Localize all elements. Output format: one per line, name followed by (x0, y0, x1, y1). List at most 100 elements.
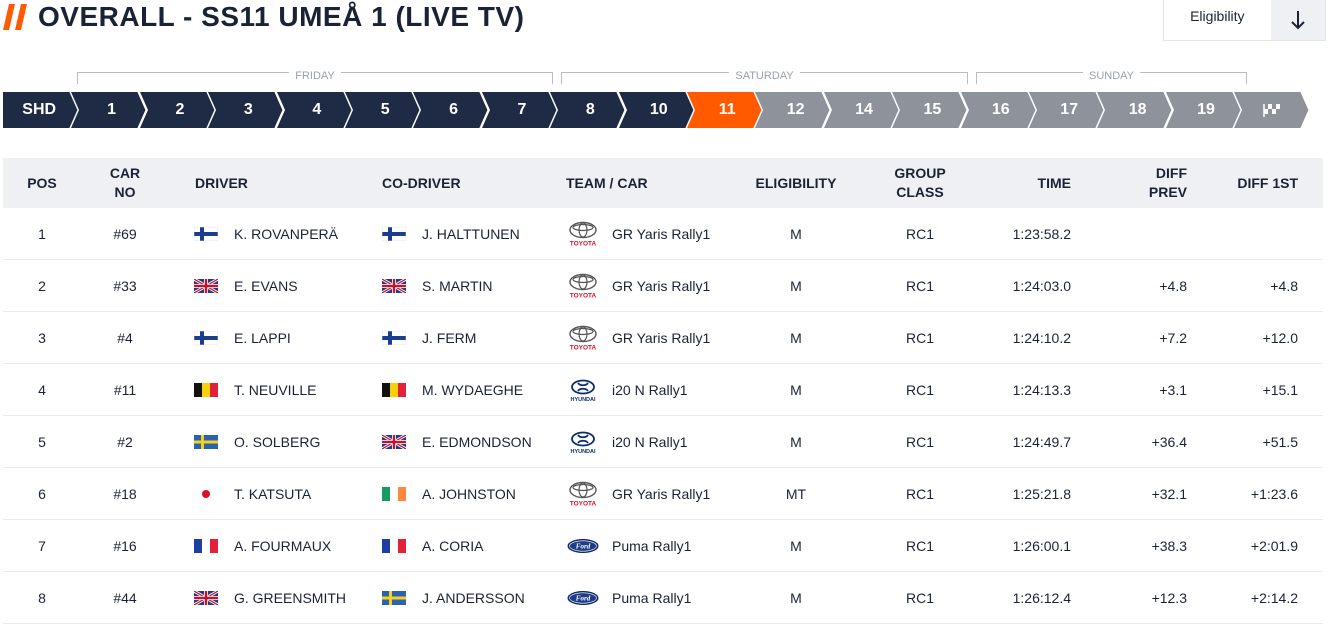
stage-tab[interactable]: 4 (276, 92, 353, 128)
stage-tab[interactable]: 14 (823, 92, 900, 128)
svg-text:TOYOTA: TOYOTA (570, 345, 597, 352)
co-driver-name[interactable]: J. FERM (422, 330, 477, 346)
driver-name[interactable]: T. KATSUTA (234, 486, 312, 502)
co-driver-name[interactable]: M. WYDAEGHE (422, 382, 524, 398)
stage-tab[interactable]: SHD (3, 92, 79, 128)
pos-cell: 8 (38, 590, 46, 606)
driver-cell[interactable]: E. LAPPI (194, 312, 374, 364)
stage-label: 15 (923, 101, 942, 118)
stage-label: 14 (855, 101, 873, 118)
co-driver-cell[interactable]: M. WYDAEGHE (382, 364, 562, 416)
team-car-cell: TOYOTA GR Yaris Rally1 (566, 468, 746, 520)
co-driver-name[interactable]: J. ANDERSSON (422, 590, 525, 606)
col-diff-prev: DIFF PREV (1148, 165, 1187, 200)
table-row[interactable]: 8 #44 G. GREENSMITH J. ANDERSSON Ford Puma … (3, 572, 1323, 624)
driver-cell[interactable]: K. ROVANPERÄ (194, 208, 374, 260)
toyota-logo-icon: TOYOTA (569, 325, 597, 352)
table-row[interactable]: 4 #11 T. NEUVILLE M. WYDAEGHE HYUNDAI i20 N… (3, 364, 1323, 416)
table-row[interactable]: 1 #69 K. ROVANPERÄ J. HALTTUNEN TOYOTA GR Y… (3, 208, 1323, 260)
stage-tab[interactable]: 6 (413, 92, 489, 128)
checkered-flag-icon (1263, 104, 1281, 117)
driver-name[interactable]: A. FOURMAUX (234, 538, 332, 554)
belgium-flag-icon (382, 383, 406, 397)
co-driver-name[interactable]: J. HALTTUNEN (422, 226, 520, 242)
co-driver-name[interactable]: A. CORIA (422, 538, 484, 554)
stage-finish[interactable] (1234, 92, 1310, 128)
eligibility-cell: M (790, 590, 802, 606)
co-driver-cell[interactable]: A. JOHNSTON (382, 468, 562, 520)
time-cell: 1:23:58.2 (1012, 226, 1071, 242)
stage-tab[interactable]: 16 (960, 92, 1037, 128)
finland-flag-icon (194, 331, 218, 345)
table-row[interactable]: 2 #33 E. EVANS S. MARTIN TOYOTA GR Yaris Ra… (3, 260, 1323, 312)
driver-cell[interactable]: E. EVANS (194, 260, 374, 312)
table-row[interactable]: 7 #16 A. FOURMAUX A. CORIA Ford Puma Rally1… (3, 520, 1323, 572)
ford-logo-icon: Ford (567, 539, 599, 553)
co-driver-cell[interactable]: S. MARTIN (382, 260, 562, 312)
driver-cell[interactable]: T. KATSUTA (194, 468, 374, 520)
team-car-cell: Ford Puma Rally1 (566, 572, 746, 624)
driver-name[interactable]: E. LAPPI (234, 330, 291, 346)
page-header: OVERALL - SS11 UMEÅ 1 (LIVE TV) Eligibil… (0, 0, 1338, 42)
time-cell: 1:24:49.7 (1012, 434, 1071, 450)
stage-tab[interactable]: 3 (208, 92, 284, 128)
driver-name[interactable]: O. SOLBERG (234, 434, 321, 450)
stage-tab[interactable]: 1 (71, 92, 147, 128)
col-group-class: GROUP CLASS (894, 165, 946, 200)
driver-cell[interactable]: G. GREENSMITH (194, 572, 374, 624)
co-driver-cell[interactable]: J. ANDERSSON (382, 572, 562, 624)
day-label: FRIDAY (289, 70, 341, 82)
driver-name[interactable]: G. GREENSMITH (234, 590, 347, 606)
co-driver-name[interactable]: S. MARTIN (422, 278, 493, 294)
stage-tab[interactable]: 18 (1097, 92, 1173, 128)
driver-name[interactable]: K. ROVANPERÄ (234, 226, 338, 242)
car-no-cell: #44 (113, 590, 137, 606)
diff-1st-cell (1203, 208, 1298, 260)
day-label: SUNDAY (1082, 70, 1141, 82)
uk-flag-icon (194, 279, 218, 293)
co-driver-name[interactable]: A. JOHNSTON (422, 486, 516, 502)
car-model: i20 N Rally1 (612, 434, 688, 450)
col-co-driver: CO-DRIVER (382, 174, 461, 191)
uk-flag-icon (382, 435, 406, 449)
co-driver-cell[interactable]: J. FERM (382, 312, 562, 364)
eligibility-cell: M (790, 538, 802, 554)
stage-tab[interactable]: 19 (1165, 92, 1242, 128)
co-driver-name[interactable]: E. EDMONDSON (422, 434, 532, 450)
driver-cell[interactable]: T. NEUVILLE (194, 364, 374, 416)
col-time: TIME (1037, 174, 1071, 191)
eligibility-filter[interactable]: Eligibility (1163, 0, 1326, 41)
stage-tab[interactable]: 12 (755, 92, 831, 128)
belgium-flag-icon (194, 383, 218, 397)
diff-prev-cell: +38.3 (1151, 538, 1187, 554)
driver-name[interactable]: E. EVANS (234, 278, 298, 294)
co-driver-cell[interactable]: E. EDMONDSON (382, 416, 562, 468)
stage-tab[interactable]: 5 (345, 92, 421, 128)
co-driver-cell[interactable]: A. CORIA (382, 520, 562, 572)
col-driver: DRIVER (195, 174, 248, 191)
stage-tab[interactable]: 11 (687, 92, 763, 128)
download-button[interactable] (1270, 0, 1325, 40)
stage-tab[interactable]: 15 (892, 92, 968, 128)
stage-tab[interactable]: 8 (550, 92, 626, 128)
eligibility-filter-label[interactable]: Eligibility (1190, 8, 1245, 24)
driver-name[interactable]: T. NEUVILLE (234, 382, 317, 398)
day-group-saturday: SATURDAY (561, 70, 968, 84)
table-row[interactable]: 3 #4 E. LAPPI J. FERM TOYOTA GR Yaris Rally… (3, 312, 1323, 364)
diff-prev-cell (1113, 208, 1187, 260)
co-driver-cell[interactable]: J. HALTTUNEN (382, 208, 562, 260)
driver-cell[interactable]: O. SOLBERG (194, 416, 374, 468)
stage-tab[interactable]: 10 (618, 92, 695, 128)
stage-label: 19 (1197, 101, 1215, 118)
team-car-cell: TOYOTA GR Yaris Rally1 (566, 208, 746, 260)
car-model: GR Yaris Rally1 (612, 226, 711, 242)
driver-cell[interactable]: A. FOURMAUX (194, 520, 374, 572)
eligibility-cell: M (790, 226, 802, 242)
stage-tab[interactable]: 17 (1029, 92, 1105, 128)
sweden-flag-icon (382, 591, 406, 605)
table-row[interactable]: 5 #2 O. SOLBERG E. EDMONDSON HYUNDAI i20 N … (3, 416, 1323, 468)
stage-tab[interactable]: 2 (139, 92, 216, 128)
table-row[interactable]: 6 #18 T. KATSUTA A. JOHNSTON TOYOTA GR Yari… (3, 468, 1323, 520)
stage-tab[interactable]: 7 (481, 92, 558, 128)
group-class-cell: RC1 (905, 382, 934, 398)
